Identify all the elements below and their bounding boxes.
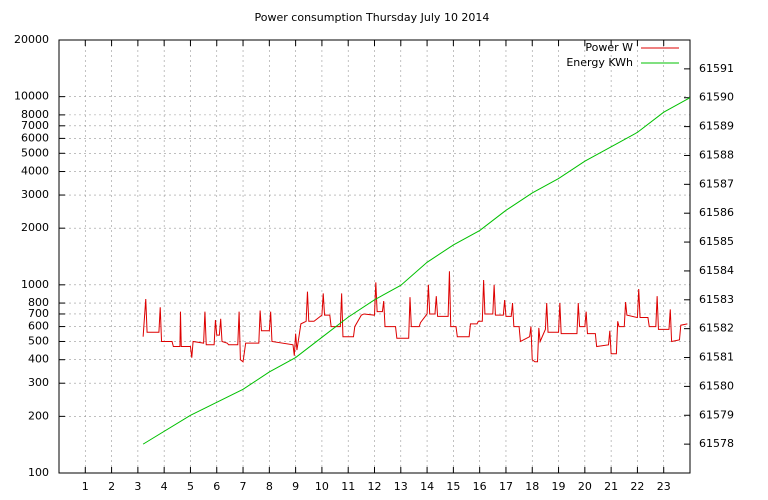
y-tick-label: 700 <box>28 307 49 320</box>
y-tick-label: 1000 <box>21 278 49 291</box>
series-line <box>142 271 688 363</box>
y-tick-label: 400 <box>28 353 49 366</box>
x-tick-label: 19 <box>552 480 566 493</box>
y-tick-label: 3000 <box>21 188 49 201</box>
y-tick-label: 10000 <box>14 90 49 103</box>
y2-tick-label: 61581 <box>699 351 734 364</box>
x-tick-label: 20 <box>578 480 592 493</box>
y2-tick-label: 61586 <box>699 206 734 219</box>
x-tick-label: 6 <box>213 480 220 493</box>
chart-title: Power consumption Thursday July 10 2014 <box>255 11 490 24</box>
y2-tick-label: 61587 <box>699 177 734 190</box>
y-tick-label: 7000 <box>21 119 49 132</box>
y2-tick-label: 61582 <box>699 322 734 335</box>
y-tick-label: 20000 <box>14 33 49 46</box>
x-tick-label: 18 <box>525 480 539 493</box>
y-tick-label: 5000 <box>21 146 49 159</box>
y-tick-label: 500 <box>28 334 49 347</box>
y2-tick-label: 61585 <box>699 235 734 248</box>
y2-tick-label: 61591 <box>699 62 734 75</box>
y-tick-label: 800 <box>28 296 49 309</box>
y2-tick-label: 61588 <box>699 148 734 161</box>
y-tick-label: 200 <box>28 409 49 422</box>
x-tick-label: 7 <box>240 480 247 493</box>
x-tick-label: 10 <box>315 480 329 493</box>
x-tick-label: 3 <box>134 480 141 493</box>
y2-tick-label: 61589 <box>699 120 734 133</box>
x-tick-label: 8 <box>266 480 273 493</box>
x-tick-label: 22 <box>630 480 644 493</box>
y2-tick-label: 61590 <box>699 91 734 104</box>
x-tick-label: 23 <box>657 480 671 493</box>
y-tick-label: 6000 <box>21 131 49 144</box>
x-tick-label: 11 <box>341 480 355 493</box>
legend-label: Power W <box>585 41 633 54</box>
x-tick-label: 17 <box>499 480 513 493</box>
series-line <box>142 97 691 445</box>
x-tick-label: 14 <box>420 480 434 493</box>
y2-tick-label: 61584 <box>699 264 734 277</box>
y-tick-label: 300 <box>28 376 49 389</box>
x-tick-label: 21 <box>604 480 618 493</box>
x-tick-label: 13 <box>394 480 408 493</box>
x-tick-label: 9 <box>292 480 299 493</box>
y-tick-label: 4000 <box>21 165 49 178</box>
x-tick-label: 15 <box>446 480 460 493</box>
y2-tick-label: 61579 <box>699 408 734 421</box>
y-tick-label: 600 <box>28 320 49 333</box>
x-tick-label: 16 <box>473 480 487 493</box>
x-tick-label: 4 <box>161 480 168 493</box>
y2-tick-label: 61580 <box>699 379 734 392</box>
x-tick-label: 2 <box>108 480 115 493</box>
y-tick-label: 8000 <box>21 108 49 121</box>
y-tick-label: 100 <box>28 466 49 479</box>
x-tick-label: 12 <box>368 480 382 493</box>
plot-frame <box>58 39 691 474</box>
x-tick-label: 5 <box>187 480 194 493</box>
legend-label: Energy KWh <box>566 56 633 69</box>
y2-tick-label: 61583 <box>699 293 734 306</box>
x-tick-label: 1 <box>82 480 89 493</box>
y-tick-label: 2000 <box>21 221 49 234</box>
y2-tick-label: 61578 <box>699 437 734 450</box>
